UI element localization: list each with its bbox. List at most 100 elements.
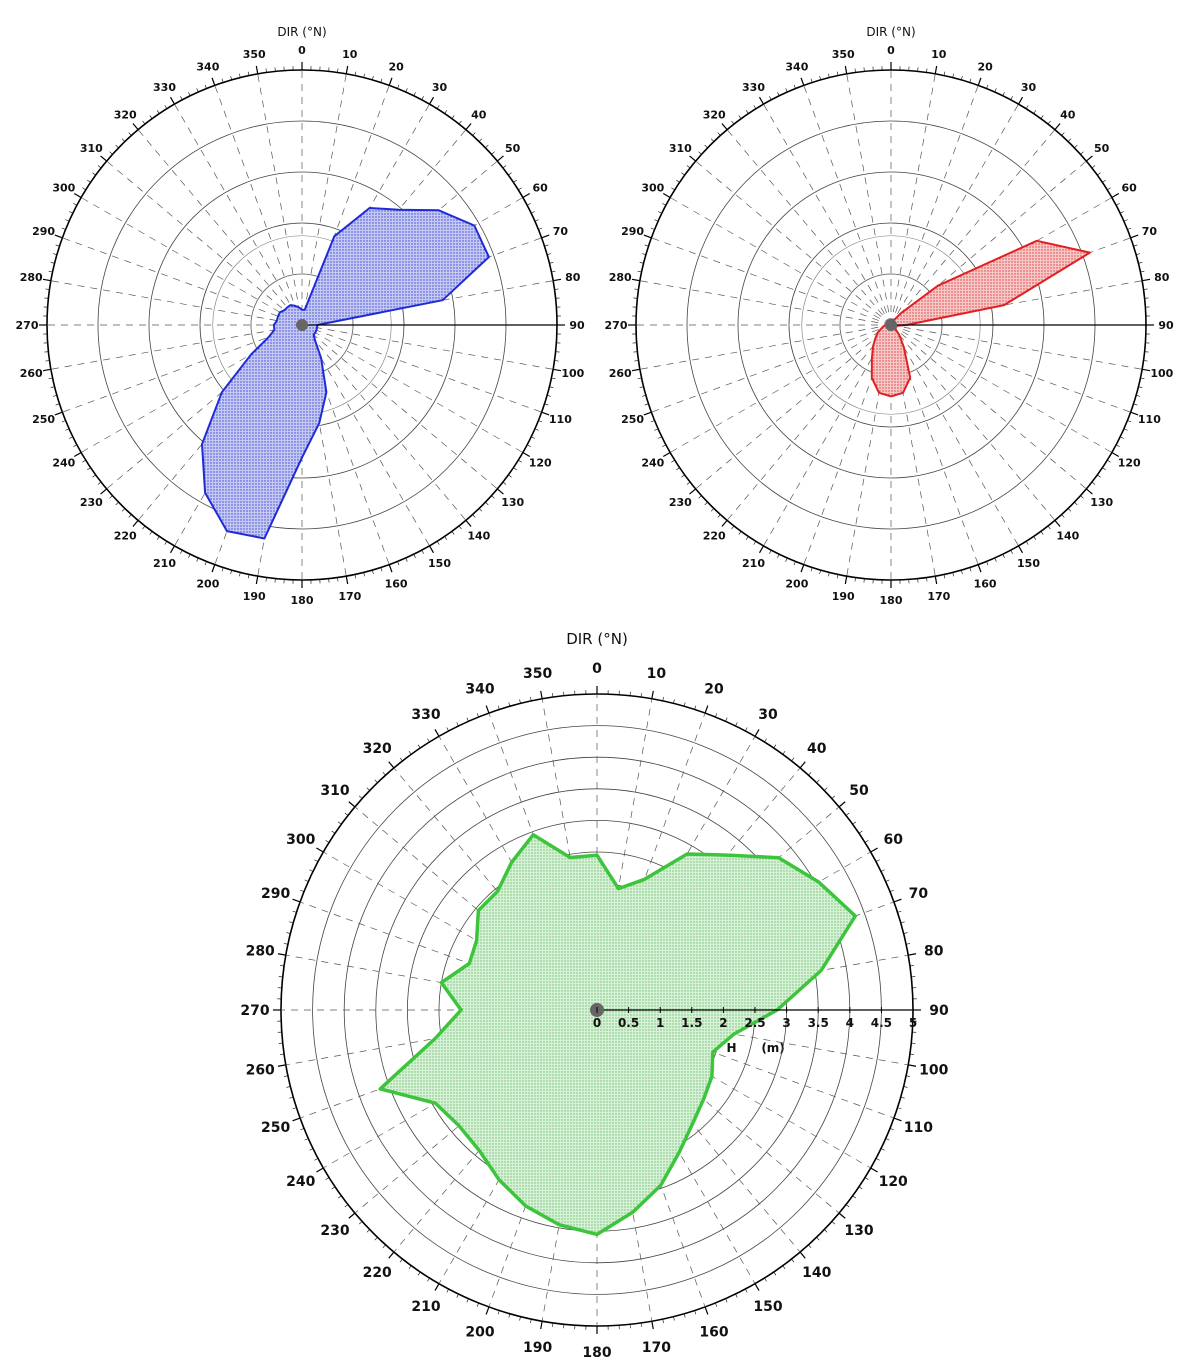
- angle-tick: [745, 1288, 748, 1293]
- angle-tick: [472, 132, 476, 136]
- angle-tick: [643, 234, 652, 239]
- angle-tick: [371, 75, 374, 80]
- grid-spoke: [695, 324, 892, 490]
- radial-axis-label: H: [727, 1041, 737, 1055]
- radial-tick-label: 5: [909, 1016, 917, 1030]
- angle-tick-label: 170: [338, 590, 361, 603]
- angle-tick: [522, 451, 531, 458]
- grid-spoke: [301, 73, 347, 326]
- angle-tick: [380, 78, 383, 83]
- angle-tick: [710, 138, 715, 142]
- radial-tick-label: 0: [593, 1016, 601, 1030]
- angle-tick: [754, 729, 760, 737]
- angle-tick: [337, 68, 339, 73]
- angle-tick: [491, 151, 495, 155]
- angle-tick: [735, 1293, 738, 1298]
- angle-tick: [366, 1229, 370, 1233]
- angle-tick: [683, 702, 686, 707]
- grid-spoke: [890, 324, 1087, 490]
- angle-tick: [354, 574, 357, 579]
- angle-tick-label: 30: [432, 81, 448, 94]
- angle-tick: [188, 92, 191, 96]
- angle-tick: [180, 96, 183, 100]
- grid-spoke: [301, 324, 430, 547]
- angle-tick: [715, 1302, 718, 1307]
- angle-tick: [496, 488, 504, 495]
- angle-tick: [854, 577, 856, 582]
- angle-tick: [132, 519, 139, 527]
- angle-tick: [986, 84, 989, 89]
- angle-tick: [844, 576, 848, 585]
- grid-spoke: [639, 324, 892, 370]
- angle-tick: [485, 501, 489, 506]
- angle-tick: [69, 436, 73, 439]
- angle-tick-label: 210: [153, 557, 176, 570]
- angle-tick: [156, 110, 160, 114]
- angle-tick: [169, 545, 176, 554]
- angle-tick: [73, 192, 82, 199]
- angle-tick-label: 240: [286, 1174, 315, 1190]
- grid-spoke: [80, 197, 303, 326]
- angle-tick: [552, 1322, 554, 1327]
- angle-tick: [782, 1265, 786, 1270]
- angle-tick: [934, 576, 938, 585]
- angle-tick: [662, 696, 664, 701]
- grid-spoke: [50, 280, 303, 326]
- angle-tick: [769, 96, 772, 100]
- angle-tick-label: 120: [1118, 457, 1141, 470]
- angle-tick-label: 20: [977, 61, 993, 74]
- angle-tick-label: 270: [16, 319, 39, 332]
- angle-tick: [344, 1204, 349, 1208]
- angle-tick: [196, 557, 199, 562]
- angle-tick: [121, 508, 126, 512]
- grid-spoke: [669, 324, 892, 453]
- grid-spoke: [890, 324, 1019, 547]
- angle-tick-label: 130: [1090, 496, 1113, 509]
- angle-tick: [497, 705, 500, 710]
- angle-tick: [451, 531, 455, 535]
- angle-tick: [800, 77, 805, 86]
- angle-tick: [799, 1251, 806, 1259]
- grid-spoke: [803, 85, 892, 326]
- angle-tick: [681, 172, 685, 176]
- angle-tick: [819, 75, 822, 80]
- angle-tick: [316, 847, 324, 853]
- angle-tick-label: 120: [529, 457, 552, 470]
- angle-tick: [73, 203, 77, 206]
- angle-tick: [662, 192, 671, 199]
- angle-tick: [828, 73, 830, 78]
- angle-tick: [92, 172, 96, 176]
- angle-tick: [69, 211, 73, 214]
- angle-tick: [421, 550, 424, 554]
- angle-tick: [508, 1313, 511, 1318]
- angle-tick: [325, 840, 330, 843]
- angle-tick-label: 110: [904, 1120, 933, 1136]
- angle-tick: [977, 564, 982, 573]
- angle-tick: [875, 1158, 880, 1161]
- grid-spoke: [890, 324, 1113, 453]
- angle-tick: [491, 495, 495, 499]
- angle-tick: [673, 699, 675, 704]
- angle-tick-label: 220: [703, 530, 726, 543]
- angle-tick: [1017, 96, 1024, 105]
- angle-tick: [456, 722, 459, 727]
- angle-tick: [717, 132, 721, 136]
- angle-tick: [769, 550, 772, 554]
- radial-tick-label: 3: [782, 1016, 790, 1030]
- angle-tick: [374, 779, 378, 783]
- angle-tick: [816, 779, 820, 783]
- grid-spoke: [301, 324, 524, 453]
- angle-tick: [92, 474, 96, 478]
- angle-tick: [943, 71, 946, 76]
- angle-tick: [745, 110, 749, 114]
- angle-tick: [731, 120, 735, 125]
- angle-tick: [97, 481, 102, 485]
- angle-tick: [658, 211, 662, 214]
- angle-tick: [255, 65, 259, 74]
- angle-tick: [1127, 227, 1132, 230]
- angle-tick: [1116, 444, 1120, 447]
- angle-tick: [704, 705, 709, 714]
- angle-tick: [363, 572, 365, 577]
- angle-tick: [280, 965, 285, 967]
